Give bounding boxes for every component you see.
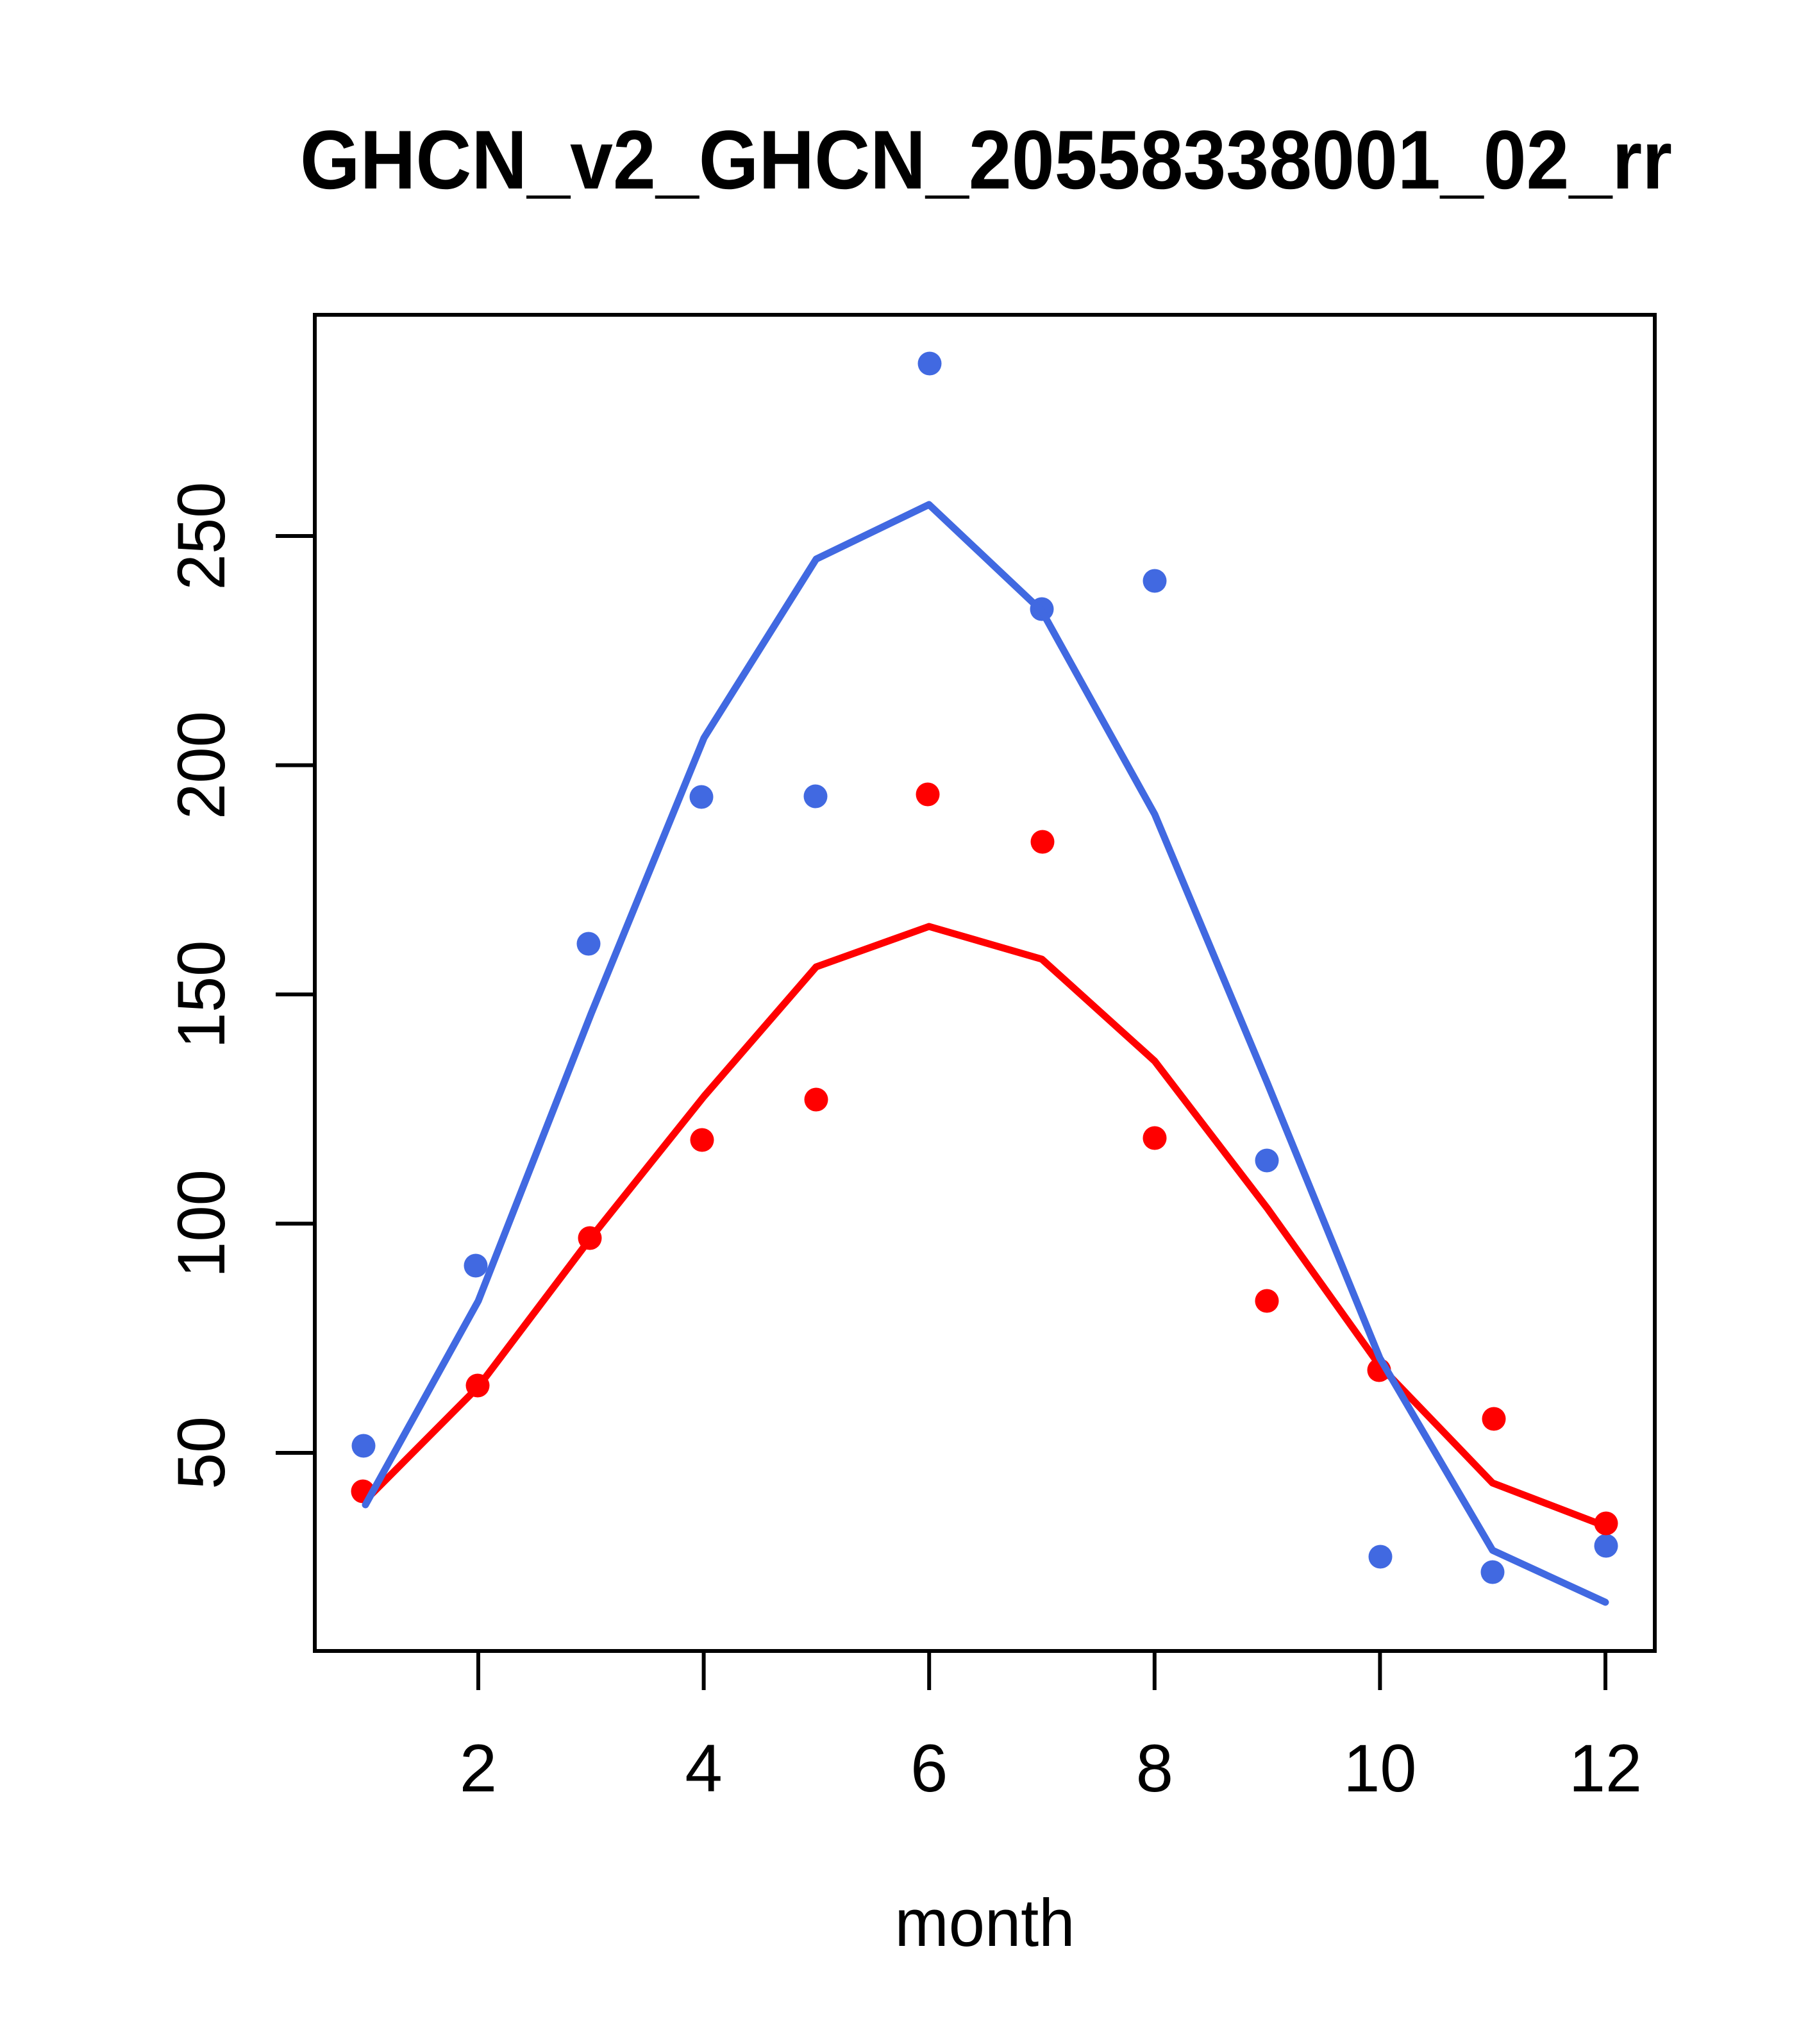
svg-text:GHCN_v2_GHCN_20558338001_02_rr: GHCN_v2_GHCN_20558338001_02_rr bbox=[300, 113, 1672, 206]
svg-text:8: 8 bbox=[1136, 1731, 1173, 1806]
svg-text:month: month bbox=[895, 1886, 1075, 1961]
svg-text:2: 2 bbox=[460, 1731, 497, 1806]
svg-text:4: 4 bbox=[685, 1731, 722, 1806]
svg-text:150: 150 bbox=[164, 941, 239, 1049]
svg-text:6: 6 bbox=[910, 1731, 948, 1806]
svg-text:50: 50 bbox=[164, 1416, 239, 1489]
svg-text:250: 250 bbox=[164, 482, 239, 591]
svg-text:10: 10 bbox=[1343, 1731, 1416, 1806]
svg-text:200: 200 bbox=[164, 711, 239, 819]
svg-text:100: 100 bbox=[164, 1169, 239, 1278]
svg-text:12: 12 bbox=[1569, 1731, 1642, 1806]
